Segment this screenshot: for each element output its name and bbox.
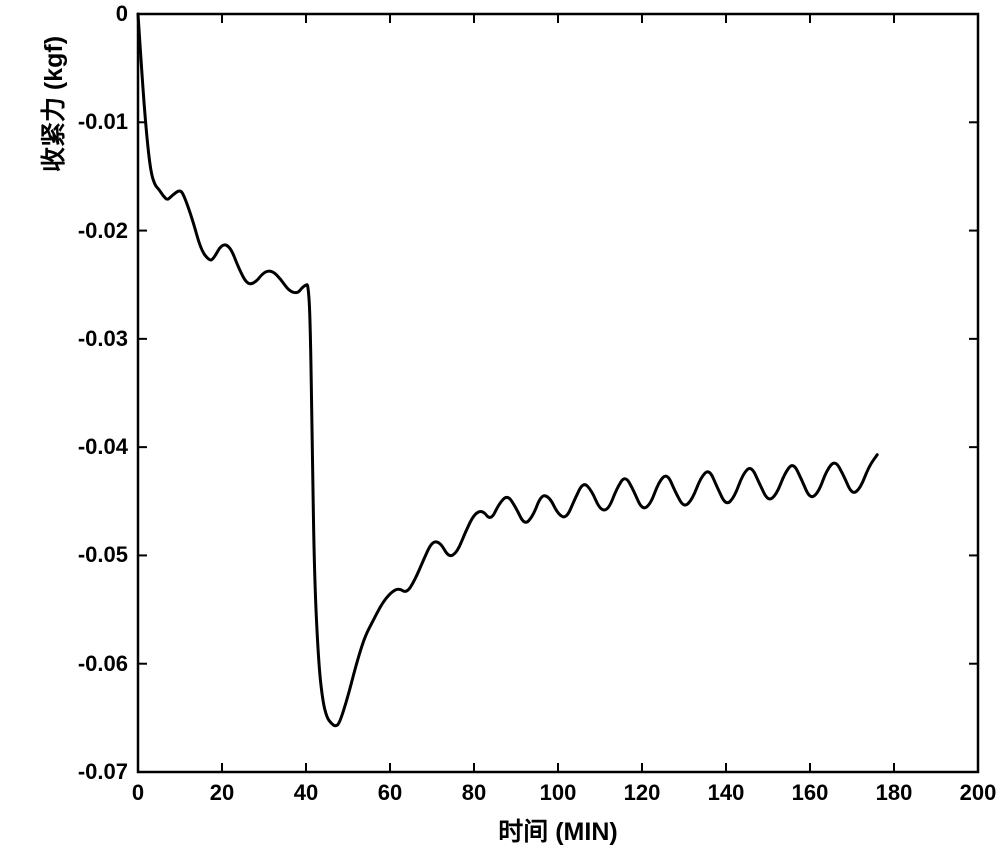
x-tick-label: 20: [210, 780, 234, 806]
chart-svg: [0, 0, 1000, 859]
y-tick-label: -0.06: [78, 651, 128, 677]
x-tick-label: 0: [132, 780, 144, 806]
x-tick-label: 200: [960, 780, 997, 806]
x-tick-label: 180: [876, 780, 913, 806]
y-axis-label: 收紧力 (kgf): [34, 0, 70, 483]
y-tick-label: -0.03: [78, 326, 128, 352]
y-tick-label: -0.05: [78, 542, 128, 568]
y-tick-label: -0.01: [78, 109, 128, 135]
x-tick-label: 140: [708, 780, 745, 806]
chart-container: 时间 (MIN) 收紧力 (kgf) 0 20 40 60 80 100 120 140 160…: [0, 0, 1000, 859]
x-tick-label: 160: [792, 780, 829, 806]
x-tick-label: 80: [462, 780, 486, 806]
y-tick-label: -0.07: [78, 759, 128, 785]
y-tick-label: 0: [116, 1, 128, 27]
x-axis-label: 时间 (MIN): [138, 812, 978, 848]
x-tick-label: 40: [294, 780, 318, 806]
x-tick-label: 120: [624, 780, 661, 806]
y-tick-label: -0.04: [78, 434, 128, 460]
y-tick-label: -0.02: [78, 218, 128, 244]
x-tick-label: 100: [540, 780, 577, 806]
x-tick-label: 60: [378, 780, 402, 806]
